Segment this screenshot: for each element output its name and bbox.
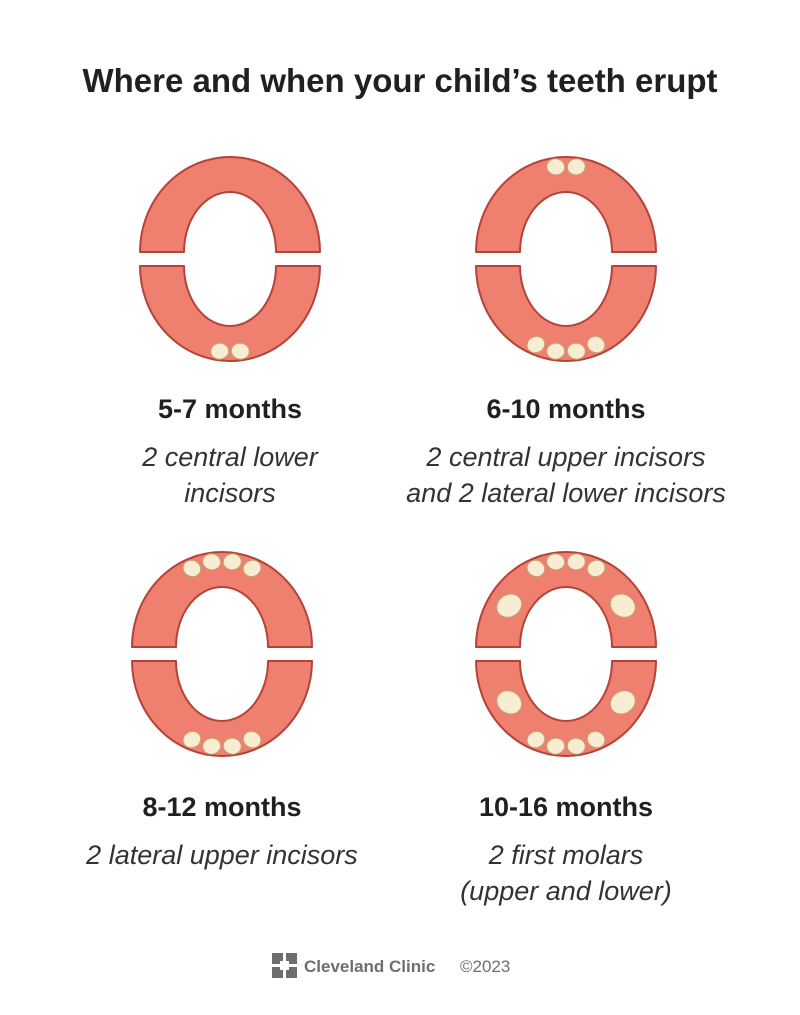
incisor (546, 737, 566, 755)
panel: 10-16 months 2 first molars (upper and low… (460, 551, 672, 906)
lower-arch (131, 660, 313, 757)
incisor (566, 158, 586, 176)
incisor (182, 730, 202, 749)
panel-label: 6-10 months (486, 394, 645, 424)
incisor (230, 342, 250, 360)
panel-description: 2 first molars (488, 840, 644, 870)
panel-label: 5-7 months (158, 394, 302, 424)
incisor (566, 342, 586, 360)
gum (139, 265, 321, 362)
molar (609, 593, 636, 618)
incisor (526, 559, 546, 578)
incisor (546, 342, 566, 360)
title: Where and when your child’s teeth erupt (82, 62, 717, 99)
upper-arch (131, 551, 313, 648)
lower-arch (475, 660, 657, 757)
panel-description: 2 central lower (141, 442, 319, 472)
panel: 5-7 months 2 central lower incisors (139, 156, 321, 508)
upper-arch (139, 156, 321, 253)
incisor (526, 730, 546, 749)
incisor (566, 737, 586, 755)
panel-description: incisors (184, 478, 276, 508)
incisor (566, 553, 586, 571)
panel-description: 2 central upper incisors (425, 442, 705, 472)
incisor (210, 342, 230, 360)
incisor (526, 335, 546, 354)
molar (609, 690, 636, 715)
molar (496, 690, 523, 715)
incisor (586, 559, 606, 578)
gum (475, 265, 657, 362)
incisor (202, 737, 222, 755)
upper-arch (475, 551, 657, 648)
brand: Cleveland Clinic (304, 957, 435, 976)
logo (272, 953, 297, 978)
copyright: ©2023 (460, 957, 510, 976)
panel: 8-12 months 2 lateral upper incisors (85, 551, 358, 870)
panel-label: 8-12 months (142, 792, 301, 822)
gum (475, 551, 657, 648)
panel-description: (upper and lower) (460, 876, 672, 906)
gum (131, 551, 313, 648)
panel: 6-10 months 2 central upper incisors and 2… (406, 156, 726, 508)
panel-label: 10-16 months (479, 792, 653, 822)
incisor (586, 730, 606, 749)
incisor (242, 730, 262, 749)
gum (131, 660, 313, 757)
lower-arch (475, 265, 657, 362)
lower-arch (139, 265, 321, 362)
panel-description: 2 lateral upper incisors (85, 840, 358, 870)
molar (496, 593, 523, 618)
incisor (242, 559, 262, 578)
upper-arch (475, 156, 657, 253)
gum (139, 156, 321, 253)
incisor (586, 335, 606, 354)
panel-description: and 2 lateral lower incisors (406, 478, 726, 508)
incisor (202, 553, 222, 571)
incisor (222, 737, 242, 755)
incisor (222, 553, 242, 571)
panels: 5-7 months 2 central lower incisors 6-10 mo… (85, 156, 726, 906)
gum (475, 660, 657, 757)
incisor (546, 553, 566, 571)
incisor (182, 559, 202, 578)
footer: Cleveland Clinic ©2023 (272, 953, 510, 978)
incisor (546, 158, 566, 176)
gum (475, 156, 657, 253)
